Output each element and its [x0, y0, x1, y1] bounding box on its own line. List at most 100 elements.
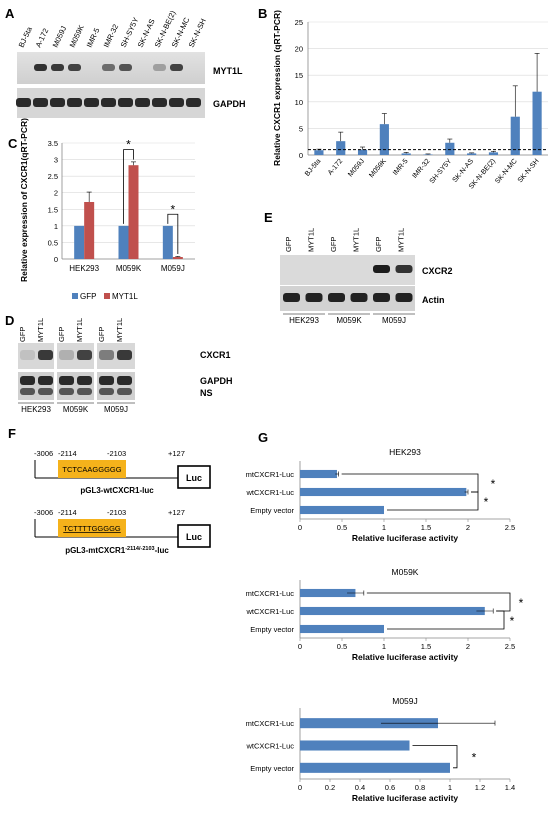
d-gapdh-band-2-0 [99, 376, 114, 385]
d-lane-1-1: MYT1L [75, 318, 84, 342]
e-group-label-2: M059J [382, 316, 406, 325]
g-xtick-1: 1.5 [421, 642, 431, 651]
sig-bracket-c-2 [167, 213, 179, 255]
bar-b-4 [401, 153, 411, 155]
panel-b-label: B [258, 6, 267, 21]
gapdh-band-10 [186, 98, 201, 107]
myt1l-band-5 [102, 64, 115, 71]
g-xtick-0: 2 [466, 523, 470, 532]
wt-end-pos: +127 [168, 449, 185, 458]
g-xtick-1: 1 [382, 642, 386, 651]
e-lane-5: MYT1L [397, 228, 406, 252]
bar-c-2-1 [172, 257, 183, 259]
ytick-b: 0 [299, 151, 303, 160]
panel-e-group-labels: HEK293 M059K M059J [283, 313, 415, 325]
myt1l-band-8 [153, 64, 166, 71]
xtick-b-6: SH-SY5Y [429, 158, 454, 186]
xtick-b-0: BJ-5ta [304, 158, 322, 178]
gapdh-band-label: GAPDH [213, 99, 246, 109]
wt-luc-label: Luc [186, 473, 202, 483]
bar-b-9 [510, 116, 520, 155]
g-bar-2-1 [300, 740, 410, 751]
ytick-c: 0.5 [48, 238, 58, 247]
bar-c-0-1 [84, 201, 95, 259]
legend-swatch-c-0 [72, 293, 78, 299]
bar-b-0 [314, 150, 324, 155]
sig-star-c-1: * [126, 138, 131, 152]
d-lane-2-1: MYT1L [115, 318, 124, 342]
d-ns-band-2-1 [117, 388, 132, 395]
sig-bracket-c-1 [123, 149, 134, 224]
g-bar-0-0 [300, 469, 337, 479]
bar-c-2-0 [162, 225, 173, 259]
g-xtick-0: 1.5 [421, 523, 431, 532]
gapdh-band-8 [152, 98, 167, 107]
bar-c-0-0 [74, 225, 85, 259]
e-lane-2: GFP [329, 237, 338, 252]
bar-b-1 [336, 141, 346, 155]
d-gapdh-band-0-1 [38, 376, 53, 385]
gapdh-band-7 [135, 98, 150, 107]
e-group-label-1: M059K [336, 316, 362, 325]
g-xtick-2: 0.4 [355, 783, 365, 792]
wt-start-pos: -3006 [34, 449, 53, 458]
cxcr1-band-label: CXCR1 [200, 350, 231, 360]
panel-g-label: G [258, 430, 268, 445]
bar-b-3 [379, 124, 389, 155]
gapdh-band-2 [50, 98, 65, 107]
xtick-c-1: M059K [116, 264, 142, 273]
mt-luc-box [177, 524, 211, 548]
g-xlabel-2: Relative luciferase activity [352, 793, 459, 803]
d-ns-band-0-0 [20, 388, 35, 395]
bar-b-7 [467, 153, 477, 155]
mt-construct: -3006 -2114 -2103 +127 TCTTTTGGGGG Luc p… [34, 508, 211, 555]
wt-pos-b: -2103 [107, 449, 126, 458]
chart-b-cxcr1-expression: 0 5 10 15 20 25 BJ-5ta A-172 M059J M059K IMR-5 IMR-… [272, 10, 548, 191]
g-xlabel-0: Relative luciferase activity [352, 533, 459, 543]
d-lane-2-0: GFP [97, 327, 106, 342]
gapdh-band-1 [33, 98, 48, 107]
xtick-b-3: M059K [368, 158, 388, 180]
xtick-b-2: M059J [347, 158, 366, 179]
gapdh-band-3 [67, 98, 82, 107]
d-ns-band-1-1 [77, 388, 92, 395]
myt1l-band-label: MYT1L [213, 66, 243, 76]
panel-f-label: F [8, 426, 16, 441]
d-group-label-2: M059J [104, 405, 128, 414]
g-sig-star-2-0: * [472, 751, 477, 765]
d-cxcr1-band-2-1 [117, 350, 132, 360]
g-title-2: M059J [392, 696, 418, 706]
actin-band-0 [283, 293, 300, 302]
bar-b-2 [357, 149, 368, 155]
g-title-0: HEK293 [389, 447, 421, 457]
g-bar-0-2 [300, 505, 384, 515]
ytick-b: 5 [299, 124, 303, 133]
actin-band-2 [328, 293, 345, 302]
ytick-c: 1.5 [48, 205, 58, 214]
lane-label-3: M059K [68, 24, 86, 49]
d-lane-0-1: MYT1L [36, 318, 45, 342]
g-bar-1-0 [300, 588, 356, 598]
bar-b-10 [532, 91, 542, 155]
d-ns-band-2-0 [99, 388, 114, 395]
wt-binding-site [58, 460, 126, 478]
e-group-label-0: HEK293 [289, 316, 319, 325]
chart-g-m059k: M059K 0 0.5 1 1.5 2 2.5 Relative luciferase act… [245, 567, 523, 662]
d-lane-0-0: GFP [18, 327, 27, 342]
ytick-b: 20 [295, 45, 303, 54]
legend-label-c-1: MYT1L [112, 292, 138, 301]
legend-label-c-0: GFP [80, 292, 96, 301]
g-cat-2-0: mtCXCR1-Luc [246, 719, 295, 728]
panel-e-label: E [264, 210, 273, 225]
g-xlabel-1: Relative luciferase activity [352, 652, 459, 662]
gapdh-band-0 [16, 98, 31, 107]
d-cxcr1-band-0-0 [20, 350, 35, 360]
myt1l-bands [34, 64, 183, 71]
cxcr2-band-label: CXCR2 [422, 266, 453, 276]
gapdh-d-band-label: GAPDH [200, 376, 233, 386]
g-cat-1-1: wtCXCR1-Luc [245, 607, 294, 616]
legend-swatch-c-1 [104, 293, 110, 299]
wt-pos-a: -2114 [58, 449, 77, 458]
